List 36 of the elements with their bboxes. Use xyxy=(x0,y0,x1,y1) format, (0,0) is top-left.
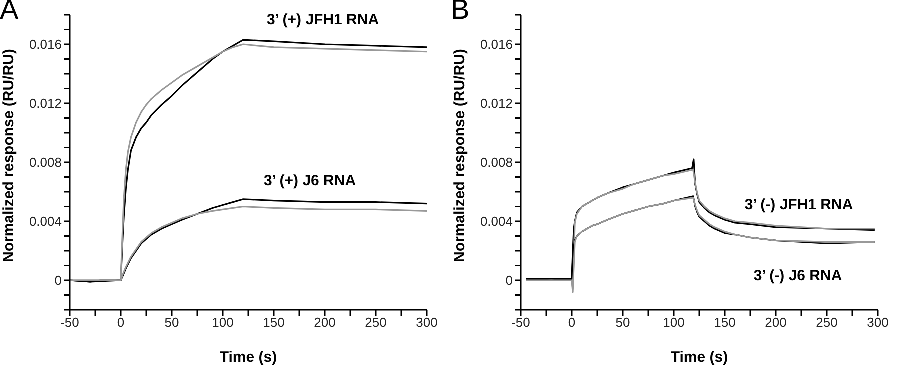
y-tick-label: 0 xyxy=(506,273,513,288)
y-tick-label: 0.012 xyxy=(480,96,513,112)
y-axis-title: Normalized response (RU/RU) xyxy=(0,49,18,262)
y-tick-label: 0.016 xyxy=(29,37,62,52)
x-tick-label: 0 xyxy=(568,315,576,330)
x-tick-label: 50 xyxy=(616,315,630,330)
x-tick-label: 150 xyxy=(714,315,736,330)
x-tick-label: 100 xyxy=(663,315,685,330)
chart-title: A xyxy=(0,0,19,26)
x-tick-label: 300 xyxy=(416,315,438,330)
annotation: 3’ (-) J6 RNA xyxy=(754,268,842,284)
x-tick-label: 300 xyxy=(867,315,889,330)
y-tick-label: 0.004 xyxy=(29,214,62,230)
annotation: 3’ (+) J6 RNA xyxy=(264,172,356,190)
y-tick-label: 0.004 xyxy=(480,214,513,230)
y-axis-title: Normalized response (RU/RU) xyxy=(451,49,468,262)
y-tick-label: 0.008 xyxy=(480,155,513,170)
y-tick-label: 0.012 xyxy=(29,96,62,112)
x-tick-label: -50 xyxy=(60,315,80,330)
x-axis-title: Time (s) xyxy=(220,349,278,366)
x-tick-label: 150 xyxy=(263,315,285,330)
y-tick-label: 0.008 xyxy=(29,155,62,170)
chart-title: B xyxy=(451,0,470,26)
x-tick-label: 50 xyxy=(164,315,180,330)
y-tick-label: 0.016 xyxy=(480,37,513,52)
y-tick-label: 0 xyxy=(54,273,62,288)
x-tick-label: 0 xyxy=(117,315,125,330)
x-axis-title: Time (s) xyxy=(670,349,728,366)
x-tick-label: -50 xyxy=(512,315,530,330)
annotation: 3’ (+) JFH1 RNA xyxy=(266,12,380,28)
x-tick-label: 100 xyxy=(212,315,234,330)
x-tick-label: 200 xyxy=(314,315,336,330)
x-tick-label: 250 xyxy=(365,315,387,330)
x-tick-label: 250 xyxy=(816,315,838,330)
x-tick-label: 200 xyxy=(765,315,787,330)
annotation: 3’ (-) JFH1 RNA xyxy=(744,196,854,214)
